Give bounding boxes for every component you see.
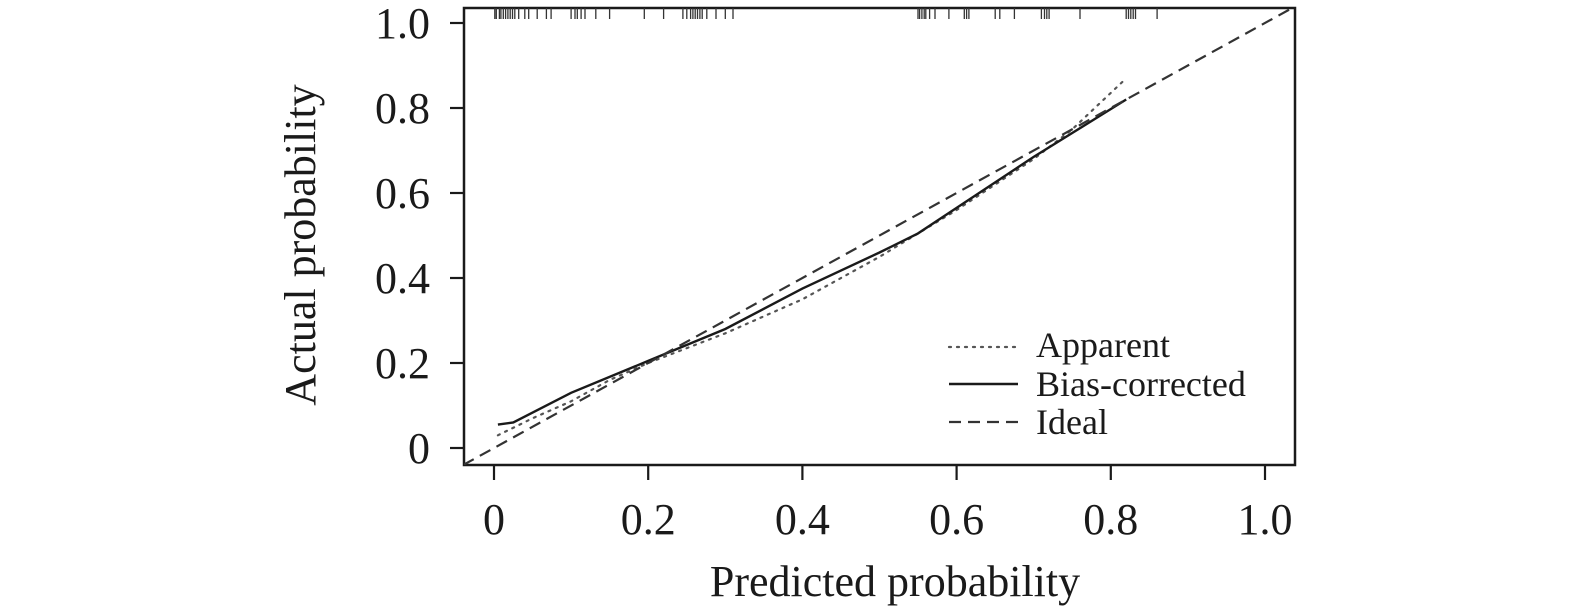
x-tick-label: 1.0 <box>1238 495 1293 544</box>
plot-frame <box>462 6 1297 467</box>
y-tick-label: 0.2 <box>375 339 430 388</box>
legend-label-ideal: Ideal <box>1036 402 1108 442</box>
series-lines <box>464 8 1295 465</box>
y-tick-label: 1.0 <box>375 0 430 48</box>
x-tick-label: 0.4 <box>775 495 830 544</box>
x-tick-label: 0.8 <box>1083 495 1138 544</box>
y-tick-label: 0.8 <box>375 84 430 133</box>
x-tick-label: 0 <box>483 495 505 544</box>
x-tick-label: 0.6 <box>929 495 984 544</box>
series-line-apparent <box>496 77 1128 437</box>
series-line-bias-corrected <box>497 98 1127 426</box>
legend-label-bias-corrected: Bias-corrected <box>1036 364 1246 404</box>
legend-label-apparent: Apparent <box>1036 325 1170 365</box>
y-tick-label: 0.4 <box>375 254 430 303</box>
y-axis: 0 0.2 0.4 0.6 0.8 1.0 <box>375 0 464 473</box>
y-axis-title: Actual probability <box>276 84 325 405</box>
legend: Apparent Bias-corrected Ideal <box>947 325 1246 442</box>
series-line-ideal <box>464 8 1295 465</box>
rug-marks <box>494 8 1158 19</box>
x-tick-label: 0.2 <box>621 495 676 544</box>
y-tick-label: 0 <box>408 424 430 473</box>
y-tick-label: 0.6 <box>375 169 430 218</box>
x-axis: 0 0.2 0.4 0.6 0.8 1.0 <box>483 465 1293 544</box>
x-axis-title: Predicted probability <box>710 557 1080 606</box>
